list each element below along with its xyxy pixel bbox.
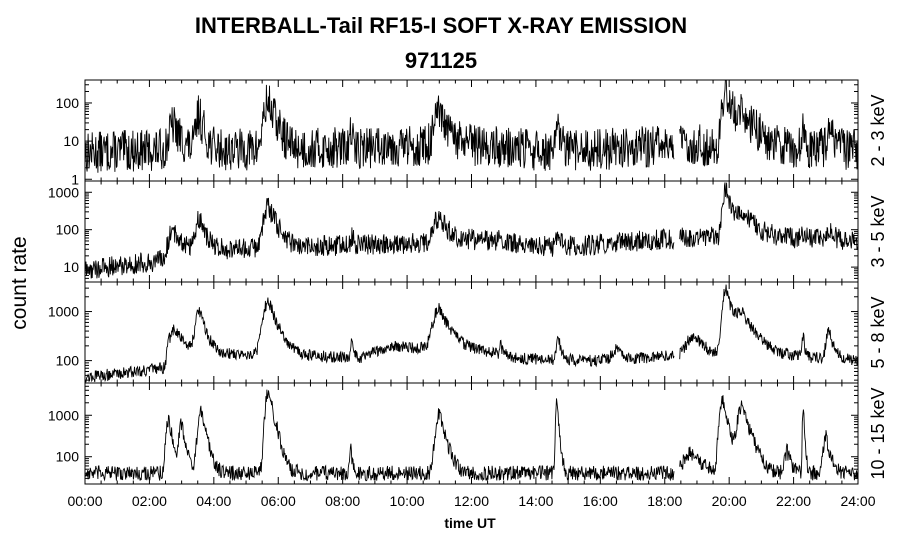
energy-band-label: 2 - 3 keV [868,94,888,166]
panel-4: 100 1000 10 - 15 keV [48,382,888,485]
y-axis-label: count rate [8,236,31,329]
y-tick-label: 10 [63,259,79,275]
panel-1: 1 10 100 2 - 3 keV [56,79,888,187]
y-tick-label: 1000 [48,407,79,423]
x-tick-labels: 00:00 02:00 04:00 06:00 08:00 10:00 12:00 14:00… [67,493,875,509]
series-line-4 [85,389,858,482]
x-tick-label: 18:00 [647,493,682,509]
energy-band-label: 3 - 5 keV [868,195,888,267]
y-tick-label: 100 [56,95,80,111]
panel-3: 100 1000 5 - 8 keV [48,281,888,384]
panels-layer: 1 10 100 2 - 3 keV 10 100 1000 3 - 5 keV 100 1000… [48,79,888,485]
chart-subtitle: 971125 [405,48,477,73]
y-tick-label: 1000 [48,184,79,200]
x-tick-label: 06:00 [261,493,296,509]
x-tick-label: 00:00 [67,493,102,509]
y-tick-label: 100 [56,222,80,238]
energy-band-label: 5 - 8 keV [868,296,888,368]
y-tick-label: 1 [71,171,79,187]
x-tick-label: 16:00 [583,493,618,509]
y-tick-label: 10 [63,133,79,149]
x-tick-label: 24:00 [840,493,875,509]
x-tick-label: 22:00 [776,493,811,509]
x-tick-label: 04:00 [196,493,231,509]
x-tick-label: 20:00 [712,493,747,509]
chart-title: INTERBALL-Tail RF15-I SOFT X-RAY EMISSIO… [195,13,687,38]
x-axis-label: time UT [444,515,496,531]
x-tick-label: 08:00 [325,493,360,509]
y-tick-label: 100 [56,449,80,465]
panel-2: 10 100 1000 3 - 5 keV [48,180,888,283]
y-tick-label: 1000 [48,304,79,320]
x-tick-label: 12:00 [454,493,489,509]
x-tick-label: 14:00 [518,493,553,509]
series-line-2 [85,182,858,279]
series-line-3 [85,284,858,383]
x-tick-label: 10:00 [390,493,425,509]
y-tick-label: 100 [56,353,80,369]
panel-frame [84,281,859,384]
x-tick-label: 02:00 [132,493,167,509]
series-line-1 [85,80,858,173]
panel-frame [84,382,859,485]
energy-band-label: 10 - 15 keV [868,387,888,479]
